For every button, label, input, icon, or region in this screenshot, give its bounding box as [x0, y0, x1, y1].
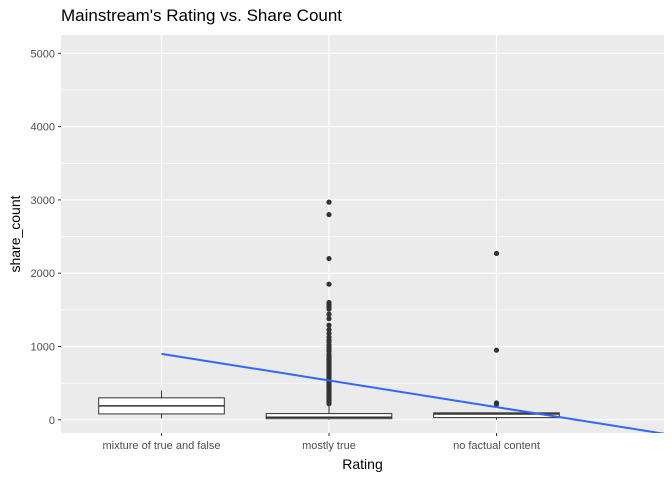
y-tick-label: 3000: [31, 195, 55, 207]
y-axis-ticks: 0 1000 2000 3000 4000 5000: [31, 48, 61, 427]
major-gridlines: [61, 35, 664, 433]
x-axis-title: Rating: [342, 456, 382, 472]
y-tick-label: 4000: [31, 122, 55, 134]
y-axis-title: share_count: [7, 195, 23, 272]
outlier-point: [326, 327, 332, 333]
outlier-point: [493, 250, 500, 257]
box: [433, 412, 560, 419]
outlier-point: [326, 311, 332, 317]
outlier-point: [326, 255, 332, 262]
box: [265, 413, 393, 420]
trend-layer: [161, 352, 664, 433]
minor-gridlines: [61, 89, 664, 384]
boxes-layer: [98, 390, 560, 420]
outlier-point: [326, 330, 332, 336]
outlier-point: [326, 322, 332, 328]
plot-panel: [61, 35, 664, 433]
outlier-point: [493, 347, 500, 353]
y-tick-label: 5000: [31, 48, 55, 60]
x-axis-ticks: mixture of true and false mostly true no f…: [102, 433, 540, 452]
trend-line: [161, 352, 664, 433]
x-tick-label: mostly true: [302, 440, 356, 452]
outlier-point: [326, 211, 332, 218]
outlier-point: [326, 401, 332, 407]
outlier-point: [493, 401, 500, 408]
outliers-layer: [326, 199, 500, 408]
outlier-point: [326, 199, 332, 205]
outlier-point: [326, 316, 332, 322]
chart-title: Mainstream's Rating vs. Share Count: [61, 6, 343, 25]
y-tick-label: 0: [49, 415, 55, 427]
y-tick-label: 2000: [31, 268, 55, 280]
x-tick-label: mixture of true and false: [102, 440, 220, 452]
outlier-point: [326, 306, 332, 312]
outlier-point: [326, 281, 332, 287]
x-tick-label: no factual content: [453, 440, 540, 452]
y-tick-label: 1000: [31, 342, 55, 354]
